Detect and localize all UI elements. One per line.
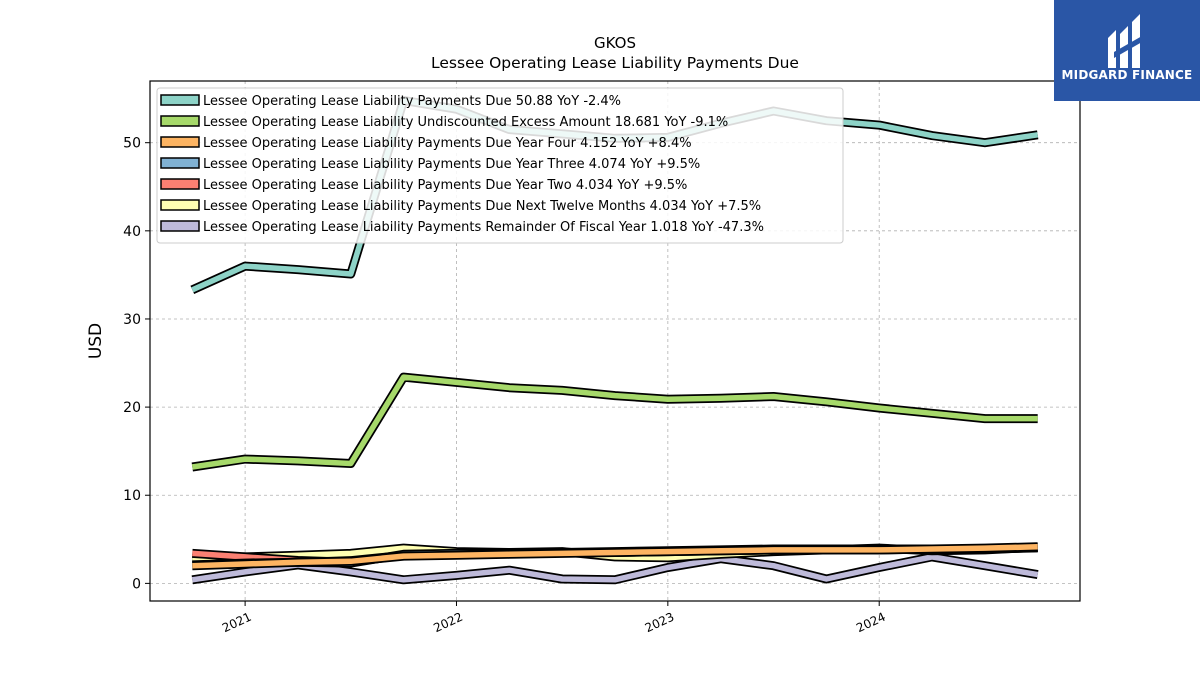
plot-area-frame: [149, 80, 1081, 602]
y-tick-label: 50: [123, 136, 141, 152]
y-tick-label: 40: [123, 224, 141, 240]
midgard-finance-logo: MIDGARD FINANCE: [1054, 0, 1200, 101]
legend-swatch: [160, 115, 200, 127]
legend-box: [156, 87, 844, 244]
legend-entry: Lessee Operating Lease Liability Payment…: [203, 178, 687, 193]
series-line: [192, 544, 1038, 569]
legend: Lessee Operating Lease Liability Payment…: [156, 87, 844, 244]
logo-text: MIDGARD FINANCE: [1061, 68, 1193, 82]
legend-swatch: [160, 94, 200, 106]
legend-entry: Lessee Operating Lease Liability Payment…: [203, 199, 761, 214]
x-tick-label: 2022: [431, 610, 465, 636]
y-tick-label: 30: [123, 312, 141, 328]
legend-swatch: [160, 199, 200, 211]
legend-entry: Lessee Operating Lease Liability Payment…: [203, 157, 700, 172]
series-line: [191, 374, 1038, 470]
legend-swatch: [160, 220, 200, 232]
x-tick-label: 2023: [643, 610, 677, 636]
legend-swatch: [160, 157, 200, 169]
legend-entry: Lessee Operating Lease Liability Payment…: [203, 94, 621, 109]
legend-entry: Lessee Operating Lease Liability Undisco…: [203, 115, 728, 130]
legend-swatch: [160, 136, 200, 148]
chart-subtitle: Lessee Operating Lease Liability Payment…: [431, 54, 799, 72]
y-axis-label: USD: [86, 323, 106, 359]
x-tick-label: 2024: [854, 610, 888, 636]
y-tick-label: 20: [123, 400, 141, 416]
series-lines: [190, 95, 1039, 585]
legend-swatch: [160, 178, 200, 190]
series-line-outline: [191, 372, 1038, 472]
y-tick-label: 0: [132, 576, 141, 592]
legend-entry: Lessee Operating Lease Liability Payment…: [203, 136, 692, 151]
chart-title: GKOS: [594, 34, 636, 52]
series-line: [191, 554, 1039, 583]
legend-entry: Lessee Operating Lease Liability Payment…: [203, 220, 764, 235]
logo-mark-icon: [1108, 14, 1142, 68]
y-tick-label: 10: [123, 488, 141, 504]
x-tick-label: 2021: [220, 610, 254, 636]
